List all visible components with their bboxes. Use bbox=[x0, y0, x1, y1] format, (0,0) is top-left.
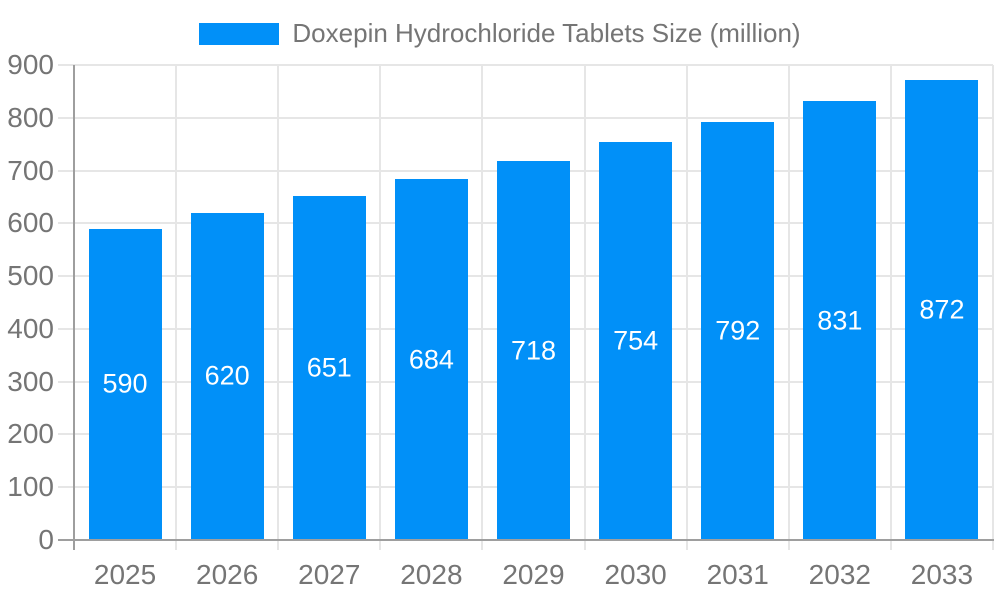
y-axis-tick-label: 800 bbox=[7, 101, 54, 133]
v-gridline bbox=[685, 65, 688, 550]
bar-2031[interactable] bbox=[701, 122, 775, 540]
v-gridline bbox=[379, 65, 382, 550]
h-gridline bbox=[58, 64, 993, 66]
x-axis-tick-label: 2029 bbox=[502, 559, 565, 590]
v-gridline bbox=[175, 65, 178, 550]
bar-value-label: 620 bbox=[204, 360, 250, 391]
bar-2026[interactable] bbox=[190, 212, 264, 540]
y-axis-tick-label: 500 bbox=[7, 260, 54, 292]
bar-2030[interactable] bbox=[599, 142, 673, 540]
bar-value-label: 684 bbox=[408, 344, 454, 374]
x-axis-tick-label: 2032 bbox=[808, 559, 871, 590]
v-gridline bbox=[277, 65, 280, 550]
x-axis-tick-label: 2025 bbox=[93, 559, 157, 590]
bar-2027[interactable] bbox=[292, 196, 366, 540]
y-axis-tick-label: 200 bbox=[7, 418, 54, 450]
bar-2028[interactable] bbox=[394, 179, 468, 540]
y-axis-tick-label: 600 bbox=[7, 207, 54, 239]
y-axis-tick-label: 0 bbox=[38, 524, 54, 555]
x-axis-tick-label: 2027 bbox=[298, 559, 361, 590]
bar-value-label: 792 bbox=[715, 315, 761, 346]
legend[interactable]: Doxepin Hydrochloride Tablets Size (mill… bbox=[0, 18, 1000, 49]
x-axis-tick-label: 2028 bbox=[400, 559, 463, 590]
y-axis-tick-label: 700 bbox=[7, 154, 54, 186]
x-axis-tick-label: 2026 bbox=[196, 559, 259, 590]
bar-value-label: 651 bbox=[306, 352, 352, 383]
legend-swatch bbox=[199, 22, 280, 45]
v-gridline bbox=[787, 65, 790, 550]
v-gridline bbox=[583, 65, 586, 550]
y-axis-tick-label: 900 bbox=[7, 49, 54, 80]
x-axis-tick-label: 2030 bbox=[604, 559, 667, 590]
bar-value-label: 718 bbox=[510, 335, 557, 366]
h-gridline bbox=[58, 116, 993, 119]
v-gridline bbox=[481, 65, 484, 550]
v-gridline bbox=[889, 65, 892, 550]
x-axis-line bbox=[58, 539, 994, 541]
bar-2033[interactable] bbox=[905, 79, 979, 540]
y-axis-line bbox=[73, 65, 75, 550]
bar-2032[interactable] bbox=[803, 101, 877, 540]
x-axis-tick-label: 2031 bbox=[706, 559, 769, 590]
x-axis-tick-label: 2033 bbox=[910, 559, 974, 590]
bar-2025[interactable] bbox=[88, 228, 162, 540]
bar-value-label: 754 bbox=[613, 325, 659, 356]
bar-value-label: 831 bbox=[817, 305, 863, 336]
bar-value-label: 590 bbox=[102, 368, 148, 399]
y-axis-tick-label: 100 bbox=[7, 471, 54, 503]
bar-value-label: 872 bbox=[919, 294, 965, 325]
bar-2029[interactable] bbox=[497, 161, 570, 540]
legend-label: Doxepin Hydrochloride Tablets Size (mill… bbox=[292, 18, 801, 48]
y-axis-tick-label: 300 bbox=[7, 365, 54, 397]
y-axis-tick-label: 400 bbox=[7, 312, 54, 344]
v-gridline bbox=[992, 65, 994, 550]
